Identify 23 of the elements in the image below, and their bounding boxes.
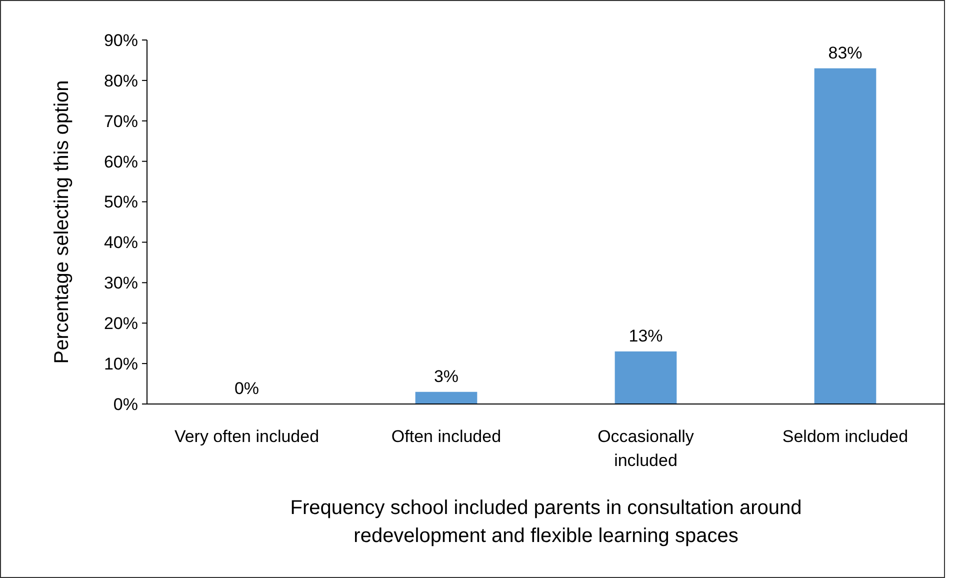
bar [614,351,677,404]
y-tick-label: 90% [104,30,138,50]
x-tick-label: Very often included [174,427,320,446]
y-tick-label: 20% [104,314,138,334]
y-tick-label: 30% [104,274,138,293]
y-tick-label: 50% [104,192,138,212]
x-tick-label: Seldom included [782,427,908,446]
bar [415,392,478,404]
y-tick-label: 70% [104,112,138,131]
data-label: 0% [234,379,260,398]
y-tick-label: 60% [104,152,138,172]
y-axis-title: Percentage selecting this option [51,80,73,364]
y-tick-label: 80% [104,71,138,90]
y-tick-label: 40% [104,233,138,252]
y-tick-label: 0% [113,394,138,414]
x-tick-label: Often included [391,427,502,446]
data-label: 3% [434,366,459,386]
y-tick-label: 10% [104,354,138,374]
data-label: 13% [628,326,663,346]
x-tick-label: Occasionally included [598,427,694,470]
x-axis-title: Frequency school included parents in consultation around redevelopment and flexible learning spaces [290,497,802,547]
data-label: 83% [828,43,862,62]
bar [814,68,876,404]
